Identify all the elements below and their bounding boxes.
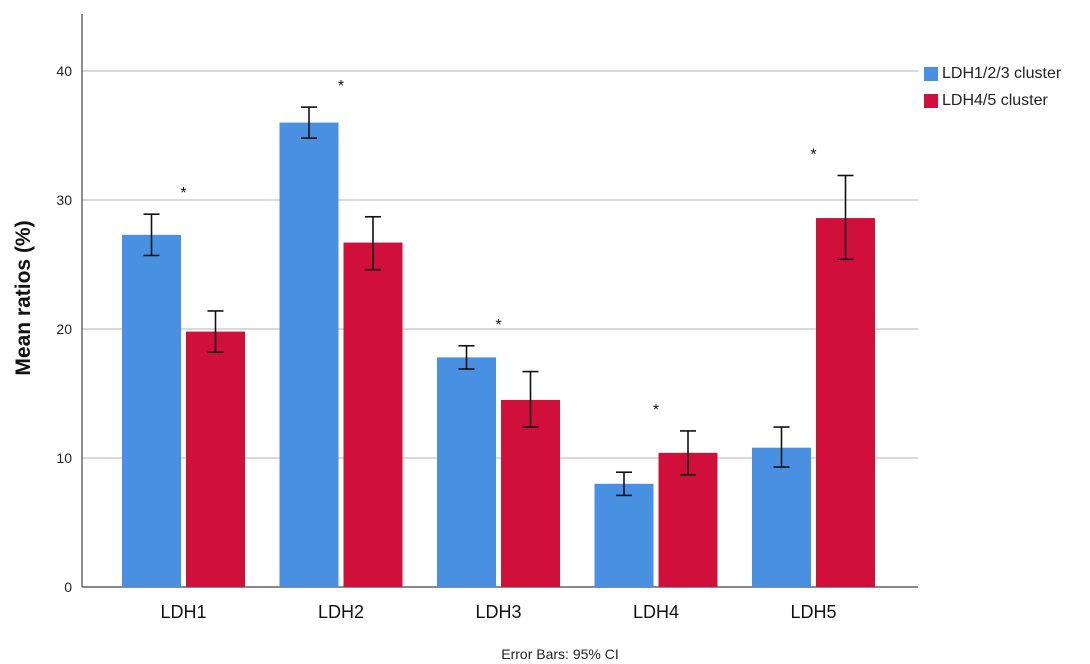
error-bars-note: Error Bars: 95% CI	[501, 646, 619, 662]
y-tick-label: 20	[56, 321, 72, 337]
legend-swatch	[924, 66, 938, 81]
significance-markers: * * * * *	[180, 78, 816, 419]
legend-item: LDH1/2/3 cluster	[924, 60, 1061, 87]
y-tick-label: 40	[56, 63, 72, 79]
legend-swatch	[924, 93, 938, 108]
bar	[122, 234, 181, 587]
bar	[816, 218, 875, 587]
x-tick-label: LDH2	[318, 602, 364, 622]
significance-star: *	[653, 402, 659, 419]
x-tick-labels: LDH1 LDH2 LDH3 LDH4 LDH5	[160, 602, 836, 622]
legend: LDH1/2/3 cluster LDH4/5 cluster	[924, 60, 1061, 114]
bar	[343, 242, 403, 587]
legend-label: LDH4/5 cluster	[942, 91, 1048, 109]
x-tick-label: LDH3	[475, 602, 521, 622]
significance-star: *	[810, 146, 816, 163]
y-tick-label: 10	[56, 450, 72, 466]
bars	[122, 122, 875, 587]
significance-star: *	[338, 78, 344, 95]
bar	[279, 122, 339, 587]
significance-star: *	[495, 317, 501, 334]
bar	[186, 331, 245, 587]
error-bars	[143, 106, 854, 497]
significance-star: *	[180, 185, 186, 202]
legend-label: LDH1/2/3 cluster	[942, 64, 1062, 82]
bar	[594, 483, 654, 587]
bar	[437, 357, 496, 587]
x-tick-label: LDH1	[160, 602, 206, 622]
bar	[752, 447, 811, 587]
bar	[501, 399, 560, 587]
y-axis-label: Mean ratios (%)	[12, 220, 35, 375]
x-tick-label: LDH4	[633, 602, 679, 622]
y-tick-labels: 0 10 20 30 40	[56, 63, 72, 595]
y-tick-label: 0	[64, 579, 72, 595]
y-tick-label: 30	[56, 192, 72, 208]
x-tick-label: LDH5	[790, 602, 836, 622]
legend-item: LDH4/5 cluster	[924, 87, 1061, 114]
